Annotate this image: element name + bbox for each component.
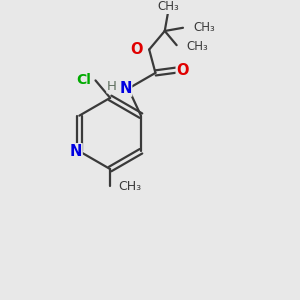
Text: H: H (107, 80, 117, 93)
Text: CH₃: CH₃ (187, 40, 208, 53)
Text: O: O (130, 42, 143, 57)
Text: CH₃: CH₃ (193, 21, 215, 34)
Text: CH₃: CH₃ (119, 180, 142, 193)
Text: O: O (176, 63, 189, 78)
Text: N: N (70, 144, 82, 159)
Text: CH₃: CH₃ (157, 0, 179, 13)
Text: N: N (119, 81, 132, 96)
Text: Cl: Cl (76, 74, 91, 87)
